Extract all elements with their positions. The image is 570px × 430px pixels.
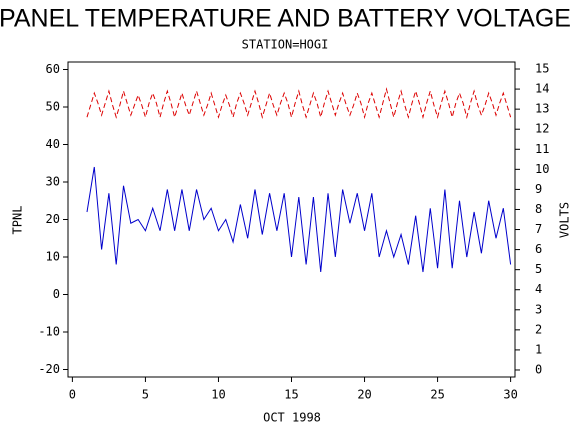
x-tick-label: 20	[357, 388, 371, 402]
y2-tick-label: 9	[535, 182, 542, 196]
y-tick-label: 20	[46, 212, 60, 226]
y-tick-label: 30	[46, 175, 60, 189]
x-tick-label: 10	[211, 388, 225, 402]
y2-tick-label: 1	[535, 342, 542, 356]
y2-tick-label: 5	[535, 262, 542, 276]
y-tick-label: 10	[46, 250, 60, 264]
y2-tick-label: 2	[535, 322, 542, 336]
y2-tick-label: 6	[535, 242, 542, 256]
y2-tick-label: 14	[535, 82, 549, 96]
y2-axis-label: VOLTS	[558, 202, 570, 238]
x-tick-label: 30	[503, 388, 517, 402]
y2-tick-label: 11	[535, 142, 549, 156]
y2-tick-label: 3	[535, 302, 542, 316]
y2-tick-label: 13	[535, 102, 549, 116]
y-tick-label: 50	[46, 100, 60, 114]
y-tick-label: 40	[46, 137, 60, 151]
y-tick-label: 60	[46, 62, 60, 76]
x-tick-label: 0	[69, 388, 76, 402]
x-axis-label: OCT 1998	[263, 411, 321, 425]
y2-tick-label: 4	[535, 282, 542, 296]
y-tick-label: -20	[38, 362, 60, 376]
chart-subtitle: STATION=HOGI	[242, 38, 329, 52]
y2-tick-label: 10	[535, 162, 549, 176]
x-tick-label: 15	[284, 388, 298, 402]
y-tick-label: 0	[53, 287, 60, 301]
x-tick-label: 5	[142, 388, 149, 402]
y-axis-label: TPNL	[11, 206, 25, 235]
chart-title: PANEL TEMPERATURE AND BATTERY VOLTAGE	[0, 5, 570, 33]
y2-tick-label: 12	[535, 122, 549, 136]
data-line	[86, 87, 512, 120]
y-tick-label: -10	[38, 325, 60, 339]
x-tick-label: 25	[430, 388, 444, 402]
data-line	[86, 166, 512, 273]
y2-tick-label: 0	[535, 362, 542, 376]
y2-tick-label: 15	[535, 62, 549, 76]
y2-tick-label: 7	[535, 222, 542, 236]
y2-tick-label: 8	[535, 202, 542, 216]
